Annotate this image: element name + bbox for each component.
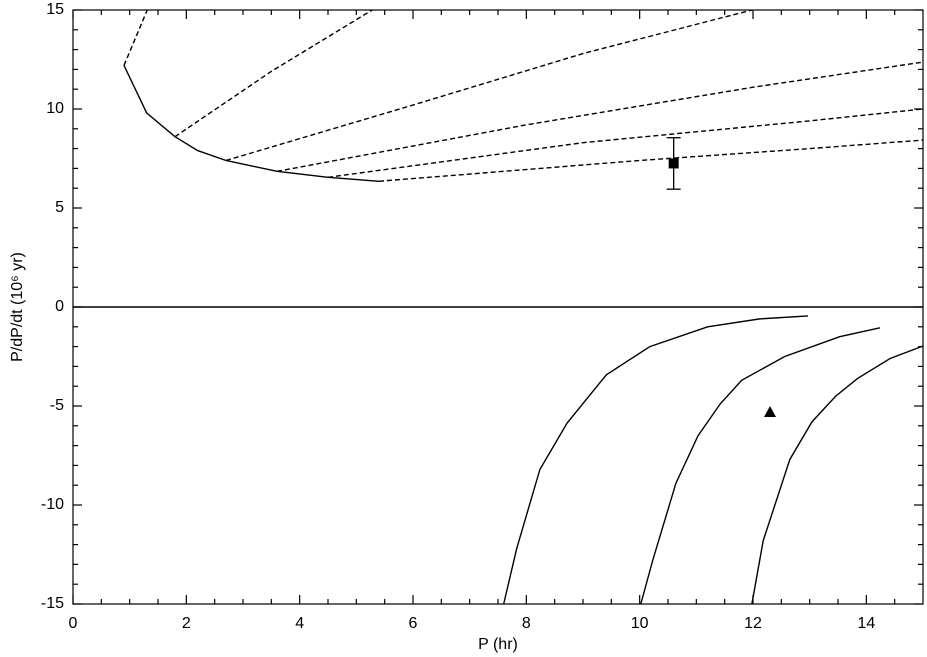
dashed-line [174, 9, 373, 138]
y-tick-label: 10 [46, 100, 64, 117]
x-tick-label: 8 [522, 615, 531, 632]
y-tick-label: -5 [50, 397, 64, 414]
dashed-line [123, 9, 148, 66]
dashed-line [276, 61, 924, 173]
y-tick-label: 5 [55, 199, 64, 216]
square-marker [668, 158, 679, 169]
y-tick-label: -15 [41, 595, 64, 612]
dashed-line [327, 108, 924, 179]
x-axis-label: P (hr) [478, 636, 518, 653]
x-tick-label: 4 [295, 615, 304, 632]
solid-line [123, 65, 380, 182]
solid-line [640, 327, 881, 605]
solid-line [502, 315, 809, 605]
x-tick-label: 14 [857, 615, 875, 632]
x-tick-label: 10 [631, 615, 649, 632]
triangle-marker [764, 405, 776, 417]
x-tick-label: 0 [69, 615, 78, 632]
x-tick-label: 6 [409, 615, 418, 632]
x-tick-label: 2 [182, 615, 191, 632]
y-tick-label: -10 [41, 496, 64, 513]
x-tick-label: 12 [744, 615, 762, 632]
y-tick-label: 0 [55, 298, 64, 315]
dashed-line [378, 139, 924, 182]
solid-line [751, 345, 924, 605]
y-axis-label: P/dP/dt (10⁶ yr) [9, 252, 26, 362]
y-tick-label: 15 [46, 1, 64, 18]
dashed-line [225, 9, 753, 162]
